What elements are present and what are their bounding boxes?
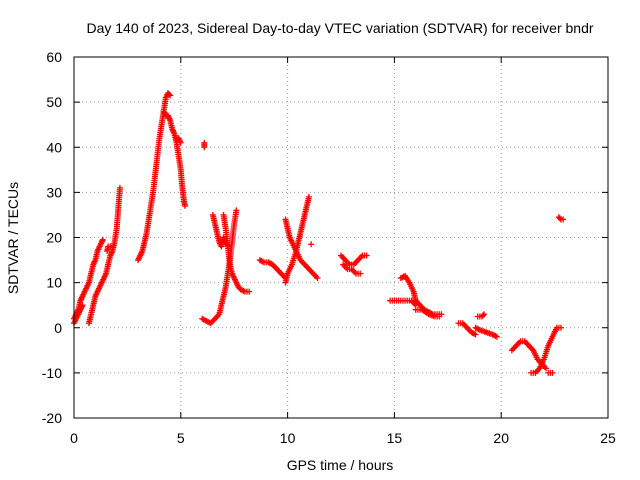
y-tick-label: 0 (54, 320, 62, 336)
series-arc-2 (71, 302, 86, 327)
series-arc-20 (412, 306, 443, 320)
data-point-plus (543, 365, 550, 372)
data-point-plus (357, 270, 364, 277)
series-arc-12 (256, 257, 289, 282)
data-point-plus (166, 91, 173, 98)
series-arc-27 (555, 214, 567, 223)
data-point-plus (116, 184, 123, 191)
x-tick-label: 20 (493, 430, 509, 446)
data-point-plus (314, 275, 321, 282)
y-tick-label: -20 (42, 410, 62, 426)
data-point-plus (79, 302, 86, 309)
y-tick-label: 60 (46, 49, 62, 65)
series-arc-26 (545, 369, 556, 376)
y-tick-label: -10 (42, 365, 62, 381)
axis-ticks: 0 5 10 15 20 25 -20 -10 0 10 20 30 40 50 60 (42, 49, 616, 446)
series-arc-3 (85, 184, 123, 327)
chart-title: Day 140 of 2023, Sidereal Day-to-day VTE… (86, 20, 593, 36)
y-tick-label: 10 (46, 275, 62, 291)
grid-lines (74, 57, 608, 418)
data-point-plus (558, 324, 565, 331)
series-arc-22 (472, 324, 500, 340)
data-point-plus (177, 139, 184, 146)
data-point-plus (167, 92, 174, 99)
series-arc-21 (455, 320, 479, 338)
x-tick-label: 25 (600, 430, 616, 446)
data-point-plus (107, 243, 114, 250)
series-arc-15 (308, 241, 315, 248)
data-points (71, 90, 567, 376)
x-tick-label: 10 (280, 430, 296, 446)
y-tick-label: 20 (46, 230, 62, 246)
y-tick-label: 40 (46, 139, 62, 155)
x-tick-label: 0 (70, 430, 78, 446)
data-point-plus (99, 236, 106, 243)
data-point-plus (308, 241, 315, 248)
y-tick-label: 50 (46, 94, 62, 110)
y-axis-label: SDTVAR / TECUs (5, 182, 21, 294)
series-arc-18 (387, 297, 419, 309)
data-point-plus (480, 312, 487, 319)
data-point-plus (305, 193, 312, 200)
y-tick-label: 30 (46, 184, 62, 200)
series-arc-25 (528, 324, 565, 376)
series-arc-9 (199, 207, 240, 327)
x-tick-label: 15 (387, 430, 403, 446)
data-point-plus (246, 288, 253, 295)
data-point-plus (472, 331, 479, 338)
data-point-plus (201, 144, 208, 151)
series-arc-8 (201, 139, 208, 151)
x-axis-label: GPS time / hours (287, 457, 394, 473)
series-arc-23 (474, 311, 488, 320)
series-arc-17 (340, 261, 364, 277)
data-point-plus (549, 369, 556, 376)
data-point-plus (233, 207, 240, 214)
data-point-plus (182, 202, 189, 209)
series-arc-4 (104, 243, 114, 255)
data-point-plus (436, 313, 443, 320)
data-point-plus (556, 215, 563, 222)
series-arc-14 (282, 216, 321, 282)
data-point-plus (363, 252, 370, 259)
data-point-plus (493, 333, 500, 340)
data-point-plus (560, 216, 567, 223)
x-tick-label: 5 (177, 430, 185, 446)
series-arc-13 (282, 193, 312, 286)
data-point-plus (481, 311, 488, 318)
series-arc-7 (173, 135, 184, 146)
series-arc-11 (220, 211, 253, 295)
